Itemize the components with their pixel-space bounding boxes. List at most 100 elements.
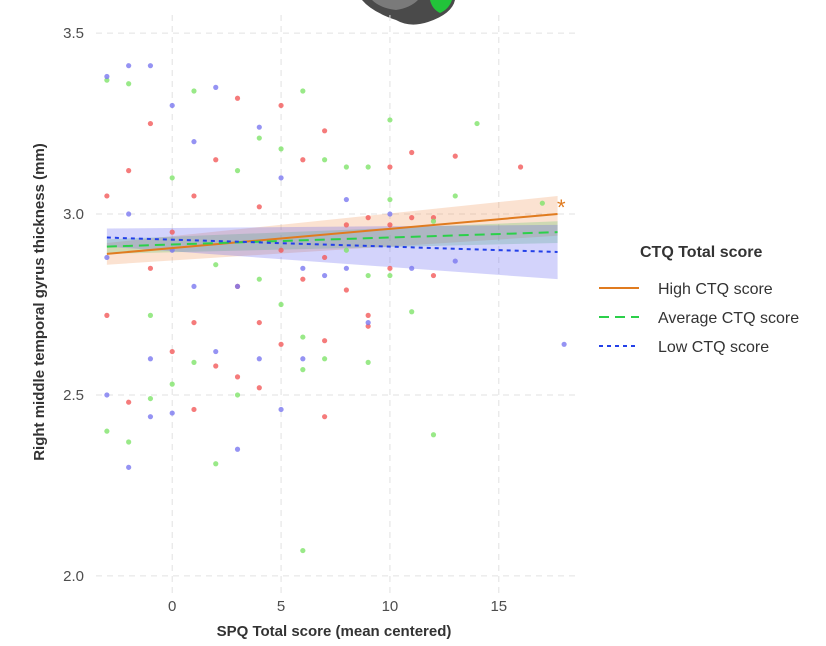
point-high-ctq-score: [387, 222, 393, 228]
point-average-ctq-score: [126, 439, 132, 445]
point-average-ctq-score: [191, 88, 197, 94]
y-axis-title: Right middle temporal gyrus thickness (m…: [31, 143, 48, 461]
point-high-ctq-score: [213, 363, 219, 369]
point-high-ctq-score: [169, 229, 175, 235]
point-average-ctq-score: [474, 120, 480, 127]
point-high-ctq-score: [234, 95, 241, 101]
ci-band-average-ctq-score: [106, 221, 558, 254]
point-low-ctq-score: [147, 356, 154, 362]
point-high-ctq-score: [430, 215, 437, 221]
point-high-ctq-score: [322, 128, 328, 134]
point-low-ctq-score: [147, 414, 154, 420]
point-average-ctq-score: [452, 193, 458, 199]
axis-ticks: 2.0 2.5 3.0 3.5 0 5 10 15: [63, 25, 507, 615]
point-high-ctq-score: [104, 193, 110, 199]
point-average-ctq-score: [104, 77, 110, 83]
point-average-ctq-score: [213, 262, 219, 268]
point-low-ctq-score: [191, 283, 197, 290]
y-tick-label: 2.0: [63, 568, 84, 585]
point-high-ctq-score: [322, 254, 328, 261]
point-high-ctq-score: [365, 312, 371, 318]
point-high-ctq-score: [365, 323, 371, 329]
point-low-ctq-score: [169, 410, 175, 416]
fit-line-low-ctq-score: [106, 236, 558, 254]
point-high-ctq-score: [278, 341, 284, 347]
point-high-ctq-score: [147, 120, 154, 127]
point-high-ctq-score: [234, 374, 241, 380]
point-low-ctq-score: [452, 258, 458, 264]
point-high-ctq-score: [191, 406, 197, 413]
point-average-ctq-score: [387, 272, 393, 279]
point-high-ctq-score: [256, 319, 262, 326]
point-average-ctq-score: [365, 359, 371, 365]
point-high-ctq-score: [343, 222, 349, 228]
point-high-ctq-score: [322, 414, 328, 420]
point-low-ctq-score: [343, 196, 349, 203]
point-low-ctq-score: [409, 265, 415, 271]
point-average-ctq-score: [322, 157, 328, 163]
point-high-ctq-score: [278, 102, 284, 109]
ci-band-low-ctq-score: [106, 224, 558, 280]
brain-image: [362, 0, 455, 25]
point-average-ctq-score: [365, 164, 371, 170]
point-low-ctq-score: [213, 84, 219, 90]
point-average-ctq-score: [191, 359, 197, 365]
point-high-ctq-score: [147, 265, 154, 271]
point-low-ctq-score: [234, 283, 241, 290]
legend: CTQ Total score High CTQ score Average CT…: [599, 244, 799, 356]
point-low-ctq-score: [126, 211, 132, 217]
y-tick-label: 3.0: [63, 206, 84, 223]
point-average-ctq-score: [387, 117, 393, 123]
legend-label-low-ctq-score: Low CTQ score: [658, 339, 769, 356]
point-low-ctq-score: [322, 272, 328, 279]
point-average-ctq-score: [256, 276, 262, 282]
legend-title: CTQ Total score: [640, 244, 762, 261]
point-average-ctq-score: [387, 196, 393, 203]
point-low-ctq-score: [126, 464, 132, 470]
point-low-ctq-score: [300, 356, 306, 362]
ci-band-high-ctq-score: [106, 195, 558, 265]
x-tick-label: 10: [382, 598, 399, 615]
point-low-ctq-score: [104, 254, 110, 261]
point-average-ctq-score: [278, 146, 284, 152]
point-average-ctq-score: [278, 301, 284, 308]
fit-line-average-ctq-score: [106, 231, 558, 248]
point-average-ctq-score: [234, 168, 241, 174]
scatter-points: [104, 63, 567, 554]
point-average-ctq-score: [213, 461, 219, 467]
point-average-ctq-score: [147, 312, 154, 318]
point-average-ctq-score: [430, 218, 437, 224]
point-high-ctq-score: [365, 215, 371, 221]
point-average-ctq-score: [300, 334, 306, 340]
point-low-ctq-score: [147, 63, 154, 69]
point-high-ctq-score: [126, 168, 132, 174]
point-low-ctq-score: [278, 175, 284, 181]
point-average-ctq-score: [256, 135, 262, 141]
point-average-ctq-score: [539, 200, 545, 206]
point-high-ctq-score: [387, 164, 393, 170]
point-low-ctq-score: [213, 348, 219, 355]
fit-line-high-ctq-score: [106, 213, 558, 255]
point-low-ctq-score: [126, 63, 132, 69]
point-average-ctq-score: [147, 395, 154, 402]
point-low-ctq-score: [256, 124, 262, 130]
point-low-ctq-score: [234, 446, 241, 452]
point-low-ctq-score: [300, 265, 306, 271]
point-high-ctq-score: [517, 164, 524, 170]
point-low-ctq-score: [256, 356, 262, 362]
x-tick-label: 0: [168, 598, 176, 615]
x-tick-label: 5: [277, 598, 285, 615]
point-average-ctq-score: [343, 247, 349, 253]
point-average-ctq-score: [365, 272, 371, 279]
point-average-ctq-score: [343, 164, 349, 170]
point-high-ctq-score: [452, 153, 458, 159]
y-tick-label: 2.5: [63, 387, 84, 404]
point-average-ctq-score: [300, 547, 306, 554]
point-high-ctq-score: [126, 399, 132, 405]
point-high-ctq-score: [300, 276, 306, 282]
x-tick-label: 15: [490, 598, 507, 615]
legend-label-average-ctq-score: Average CTQ score: [658, 310, 799, 327]
point-high-ctq-score: [300, 157, 306, 163]
legend-label-high-ctq-score: High CTQ score: [658, 281, 773, 298]
